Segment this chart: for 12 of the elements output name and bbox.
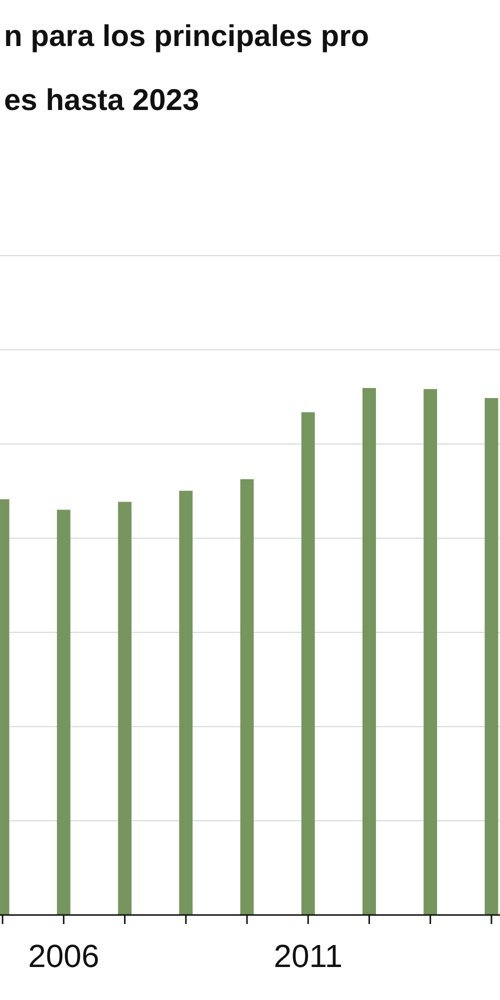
x-tick-label: 2006: [28, 938, 100, 974]
chart-title: n para los principales pro: [4, 20, 370, 53]
chart-subtitle: es hasta 2023: [4, 84, 200, 117]
x-tick-label: 2011: [274, 938, 343, 974]
bar: [301, 412, 315, 915]
bar: [424, 389, 438, 915]
bar: [179, 490, 193, 915]
bar: [362, 388, 376, 915]
bar: [56, 510, 70, 915]
bar: [118, 502, 132, 915]
bar: [484, 398, 498, 915]
bar: [240, 479, 254, 915]
